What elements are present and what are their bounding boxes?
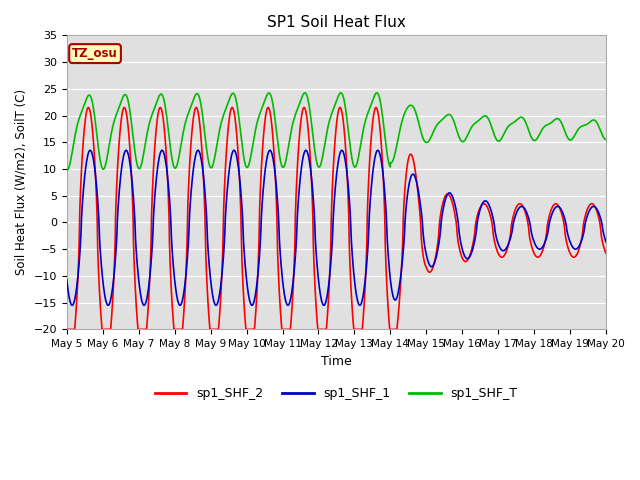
Line: sp1_SHF_1: sp1_SHF_1 — [67, 150, 606, 305]
Line: sp1_SHF_2: sp1_SHF_2 — [67, 108, 606, 329]
sp1_SHF_1 — [555, 204, 563, 210]
sp1_SHF_1 — [356, 302, 364, 308]
sp1_SHF_2 — [352, 326, 360, 332]
sp1_SHF_1 — [352, 288, 360, 294]
Text: TZ_osu: TZ_osu — [72, 47, 118, 60]
sp1_SHF_1 — [374, 147, 381, 153]
sp1_SHF_T — [364, 110, 372, 116]
sp1_SHF_1 — [63, 277, 70, 283]
sp1_SHF_T — [63, 167, 71, 173]
sp1_SHF_2 — [570, 254, 577, 260]
sp1_SHF_T — [337, 90, 345, 96]
Legend: sp1_SHF_2, sp1_SHF_1, sp1_SHF_T: sp1_SHF_2, sp1_SHF_1, sp1_SHF_T — [150, 383, 523, 406]
sp1_SHF_T — [353, 163, 360, 168]
sp1_SHF_2 — [63, 326, 70, 332]
sp1_SHF_2 — [364, 197, 372, 203]
sp1_SHF_1 — [364, 246, 372, 252]
sp1_SHF_2 — [264, 105, 272, 110]
Title: SP1 Soil Heat Flux: SP1 Soil Heat Flux — [267, 15, 406, 30]
sp1_SHF_T — [214, 139, 221, 145]
sp1_SHF_2 — [602, 251, 610, 256]
sp1_SHF_1 — [570, 246, 578, 252]
sp1_SHF_1 — [602, 239, 610, 245]
sp1_SHF_1 — [493, 239, 501, 244]
sp1_SHF_T — [555, 116, 563, 122]
sp1_SHF_2 — [493, 248, 501, 254]
sp1_SHF_2 — [555, 203, 563, 209]
sp1_SHF_2 — [213, 326, 221, 332]
sp1_SHF_T — [602, 137, 610, 143]
Line: sp1_SHF_T: sp1_SHF_T — [67, 93, 606, 170]
sp1_SHF_T — [63, 167, 70, 172]
sp1_SHF_1 — [213, 301, 221, 307]
Y-axis label: Soil Heat Flux (W/m2), SoilT (C): Soil Heat Flux (W/m2), SoilT (C) — [15, 89, 28, 276]
sp1_SHF_T — [493, 138, 501, 144]
X-axis label: Time: Time — [321, 355, 352, 368]
sp1_SHF_T — [570, 134, 578, 140]
